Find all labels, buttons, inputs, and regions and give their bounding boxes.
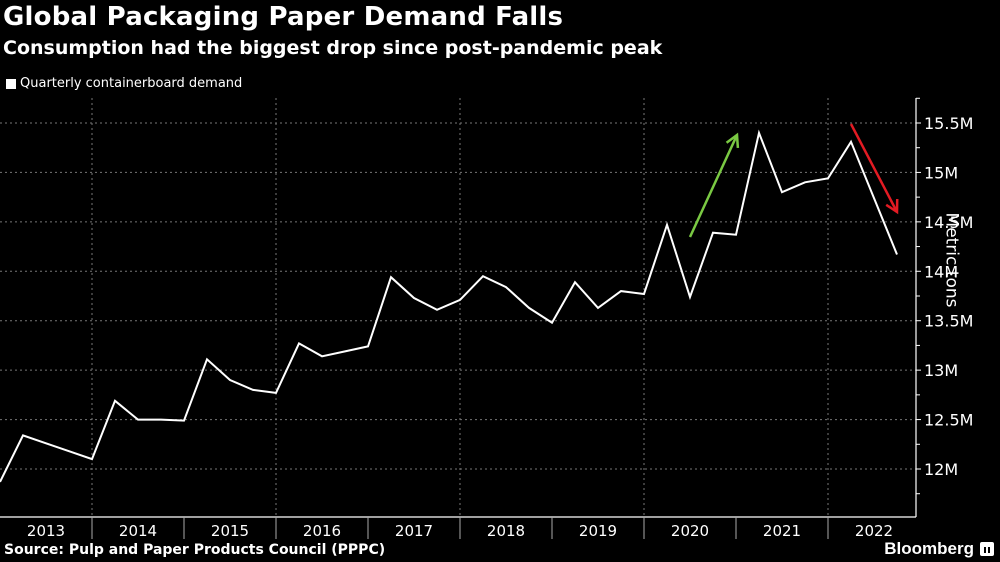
y-tick-label: 12.5M [924,411,973,430]
down-arrow-icon [849,123,899,213]
x-axis-labels: 2013 2014 2015 2016 2017 2018 2019 2020 2021 2022 [27,522,893,540]
y-tick-label: 13M [924,361,958,380]
y-tick-label: 12M [924,460,958,479]
x-tick-label: 2021 [763,522,801,540]
y-tick-label: 14M [924,262,958,281]
demand-line [0,129,898,483]
x-tick-label: 2019 [579,522,617,540]
x-tick-label: 2014 [119,522,157,540]
legend-label: Quarterly containerboard demand [20,76,243,91]
legend-swatch-icon [6,78,16,89]
y-axis-title: Metric tons [941,212,962,308]
x-tick-label: 2022 [855,522,893,540]
gridlines [0,98,916,517]
source-note: Source: Pulp and Paper Products Council … [4,542,386,558]
y-tick-label: 13.5M [924,312,973,331]
y-tick-label: 14.5M [924,213,973,232]
x-tick-label: 2020 [671,522,709,540]
chart-title: Global Packaging Paper Demand Falls [3,2,564,32]
x-tick-label: 2015 [211,522,249,540]
x-tick-label: 2017 [395,522,433,540]
chart-subtitle: Consumption had the biggest drop since p… [3,37,663,59]
axes [0,97,921,539]
x-tick-label: 2016 [303,522,341,540]
up-arrow-icon [688,134,739,238]
y-tick-label: 15M [924,163,958,182]
trend-arrows [688,123,899,238]
x-tick-label: 2013 [27,522,65,540]
x-tick-label: 2018 [487,522,525,540]
y-tick-label: 15.5M [924,114,973,133]
legend: Quarterly containerboard demand [6,76,242,91]
y-axis-labels: 12M 12.5M 13M 13.5M 14M 14.5M 15M 15.5M [924,114,973,479]
chart-icon [980,542,994,556]
bloomberg-logo: Bloomberg [884,539,974,558]
